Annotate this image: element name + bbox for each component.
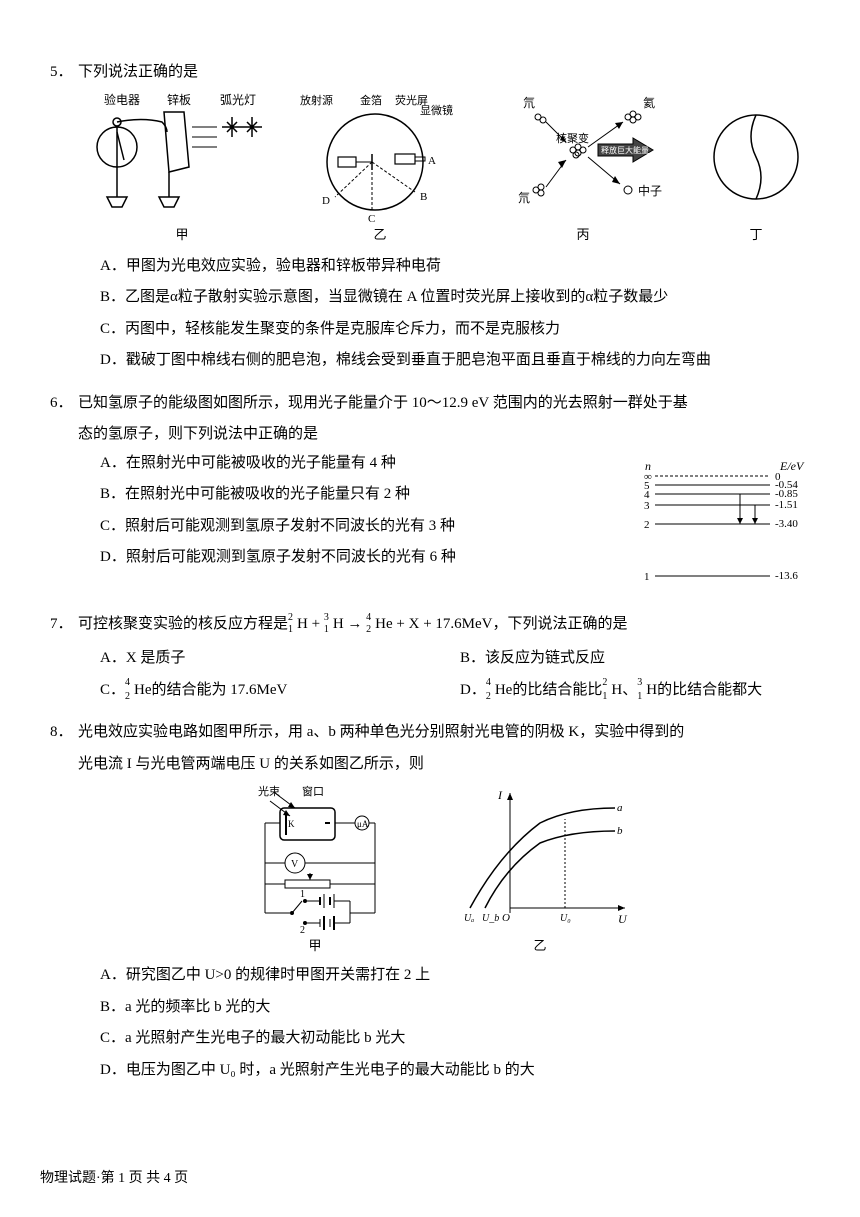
q8-options: A．研究图乙中 U>0 的规律时甲图开关需打在 2 上 B．a 光的频率比 b … bbox=[100, 960, 820, 1086]
page-footer: 物理试题·第 1 页 共 4 页 bbox=[40, 1167, 188, 1187]
q7-number: 7． bbox=[50, 612, 78, 638]
svg-text:2: 2 bbox=[644, 519, 650, 531]
question-6: 6． 已知氢原子的能级图如图所示，现用光子能量介于 10～12.9 eV 范围内… bbox=[50, 391, 820, 598]
svg-text:Uₐ: Uₐ bbox=[464, 913, 474, 924]
svg-text:3: 3 bbox=[644, 500, 650, 512]
q7-stem: 可控核聚变实验的核反应方程是21H + 31H → 42He + X + 17.… bbox=[78, 612, 820, 638]
pos-c: C bbox=[368, 213, 375, 222]
q7-option-c: C．42He的结合能为 17.6MeV bbox=[100, 675, 460, 707]
q8-stem1: 光电效应实验电路如图甲所示，用 a、b 两种单色光分别照射光电管的阴极 K，实验… bbox=[78, 720, 820, 746]
q8-fig-yi: U I O a b Uₐ U_b U₀ 乙 bbox=[450, 783, 630, 954]
svg-text:O: O bbox=[502, 912, 510, 924]
q5-fig-ding: 丁 bbox=[706, 92, 806, 243]
q8-caption-yi: 乙 bbox=[533, 935, 546, 954]
energy-level-diagram: n E/eV ∞0 5-0.54 4-0.85 3-1.51 2-3.40 1-… bbox=[640, 448, 820, 598]
fig-label-jia: 甲 bbox=[175, 224, 188, 243]
svg-text:U: U bbox=[618, 912, 628, 926]
iv-curve-diagram: U I O a b Uₐ U_b U₀ bbox=[450, 783, 630, 933]
q5-options: A．甲图为光电效应实验，验电器和锌板带异种电荷 B．乙图是α粒子散射实验示意图，… bbox=[100, 251, 820, 377]
electroscope-diagram: 验电器 锌板 弧光灯 bbox=[92, 92, 272, 222]
q6-stem1: 已知氢原子的能级图如图所示，现用光子能量介于 10～12.9 eV 范围内的光去… bbox=[78, 391, 820, 417]
q5-option-a: A．甲图为光电效应实验，验电器和锌板带异种电荷 bbox=[100, 251, 820, 283]
q5-fig-bing: 氘 氦 核聚变 释放巨大能量 氘 bbox=[488, 92, 678, 243]
q6-number: 6． bbox=[50, 391, 78, 417]
q7-options: A．X 是质子 B．该反应为链式反应 C．42He的结合能为 17.6MeV D… bbox=[100, 643, 820, 706]
q8-fig-jia: 光束 窗口 K μA V bbox=[240, 783, 390, 954]
q8-option-a: A．研究图乙中 U>0 的规律时甲图开关需打在 2 上 bbox=[100, 960, 820, 992]
question-8: 8． 光电效应实验电路如图甲所示，用 a、b 两种单色光分别照射光电管的阴极 K… bbox=[50, 720, 820, 1086]
label-d1: 氘 bbox=[523, 96, 535, 110]
q6-option-d: D．照射后可能观测到氢原子发射不同波长的光有 6 种 bbox=[100, 542, 640, 574]
label-electroscope: 验电器 bbox=[104, 92, 140, 107]
soap-film-diagram bbox=[706, 92, 806, 222]
svg-text:V: V bbox=[291, 859, 299, 870]
label-d2: 氘 bbox=[518, 191, 530, 205]
svg-text:b: b bbox=[617, 825, 623, 837]
svg-text:-1.51: -1.51 bbox=[775, 499, 798, 511]
svg-text:1: 1 bbox=[300, 889, 305, 900]
q7-option-a: A．X 是质子 bbox=[100, 643, 460, 675]
question-7: 7． 可控核聚变实验的核反应方程是21H + 31H → 42He + X + … bbox=[50, 612, 820, 707]
label-window: 窗口 bbox=[302, 784, 324, 798]
svg-text:U_b: U_b bbox=[482, 913, 499, 924]
q5-option-b: B．乙图是α粒子散射实验示意图，当显微镜在 A 位置时荧光屏上接收到的α粒子数最… bbox=[100, 282, 820, 314]
q8-caption-jia: 甲 bbox=[308, 935, 321, 954]
circuit-diagram: 光束 窗口 K μA V bbox=[240, 783, 390, 933]
q6-options: A．在照射光中可能被吸收的光子能量有 4 种 B．在照射光中可能被吸收的光子能量… bbox=[100, 448, 640, 574]
svg-text:U₀: U₀ bbox=[560, 913, 571, 924]
svg-text:I: I bbox=[497, 788, 503, 802]
svg-text:-3.40: -3.40 bbox=[775, 518, 798, 530]
svg-text:1: 1 bbox=[644, 571, 650, 583]
label-he: 氦 bbox=[643, 95, 655, 110]
q6-option-b: B．在照射光中可能被吸收的光子能量只有 2 种 bbox=[100, 479, 640, 511]
svg-text:a: a bbox=[617, 802, 623, 814]
rutherford-diagram: 放射源 金箔 荧光屏 显微镜 A B C D bbox=[300, 92, 460, 222]
e-label: E/eV bbox=[779, 459, 805, 473]
fig-label-yi: 乙 bbox=[373, 224, 386, 243]
fig-label-bing: 丙 bbox=[576, 224, 589, 243]
q7-option-d: D．42He的比结合能比21H、31H的比结合能都大 bbox=[460, 675, 820, 707]
label-fusion: 核聚变 bbox=[556, 131, 589, 145]
fig-label-ding: 丁 bbox=[749, 224, 762, 243]
svg-text:μA: μA bbox=[357, 819, 369, 829]
pos-b: B bbox=[420, 191, 427, 203]
q5-option-c: C．丙图中，轻核能发生聚变的条件是克服库仑斥力，而不是克服核力 bbox=[100, 314, 820, 346]
q5-fig-yi: 放射源 金箔 荧光屏 显微镜 A B C D 乙 bbox=[300, 92, 460, 243]
q5-number: 5． bbox=[50, 60, 78, 86]
q8-option-c: C．a 光照射产生光电子的最大初动能比 b 光大 bbox=[100, 1023, 820, 1055]
label-neutron: 中子 bbox=[638, 183, 662, 198]
svg-text:K: K bbox=[288, 819, 295, 829]
label-microscope: 显微镜 bbox=[420, 103, 453, 117]
q8-number: 8． bbox=[50, 720, 78, 746]
q8-option-d: D．电压为图乙中 U₀ 时，a 光照射产生光电子的最大动能比 b 的大 bbox=[100, 1055, 820, 1087]
pos-a: A bbox=[428, 155, 436, 167]
q8-option-b: B．a 光的频率比 b 光的大 bbox=[100, 992, 820, 1024]
q7-option-b: B．该反应为链式反应 bbox=[460, 643, 820, 675]
q5-option-d: D．戳破丁图中棉线右侧的肥皂泡，棉线会受到垂直于肥皂泡平面且垂直于棉线的力向左弯… bbox=[100, 345, 820, 377]
q5-stem: 下列说法正确的是 bbox=[78, 60, 820, 86]
label-gold-foil: 金箔 bbox=[360, 93, 382, 107]
svg-text:-13.6: -13.6 bbox=[775, 570, 798, 582]
q8-stem2: 光电流 I 与光电管两端电压 U 的关系如图乙所示，则 bbox=[78, 752, 820, 778]
label-light: 光束 bbox=[258, 784, 280, 798]
q5-figures: 验电器 锌板 弧光灯 甲 bbox=[78, 92, 820, 243]
label-zinc-plate: 锌板 bbox=[167, 93, 191, 107]
fusion-diagram: 氘 氦 核聚变 释放巨大能量 氘 bbox=[488, 92, 678, 222]
label-arc-lamp: 弧光灯 bbox=[220, 93, 256, 107]
svg-text:2: 2 bbox=[300, 925, 305, 933]
label-energy: 释放巨大能量 bbox=[601, 145, 649, 155]
pos-d: D bbox=[322, 195, 330, 207]
q6-stem2: 态的氢原子，则下列说法中正确的是 bbox=[78, 422, 820, 448]
question-5: 5． 下列说法正确的是 验电器 锌板 弧光灯 bbox=[50, 60, 820, 377]
q5-fig-jia: 验电器 锌板 弧光灯 甲 bbox=[92, 92, 272, 243]
q6-option-a: A．在照射光中可能被吸收的光子能量有 4 种 bbox=[100, 448, 640, 480]
label-source: 放射源 bbox=[300, 93, 333, 107]
q6-option-c: C．照射后可能观测到氢原子发射不同波长的光有 3 种 bbox=[100, 511, 640, 543]
